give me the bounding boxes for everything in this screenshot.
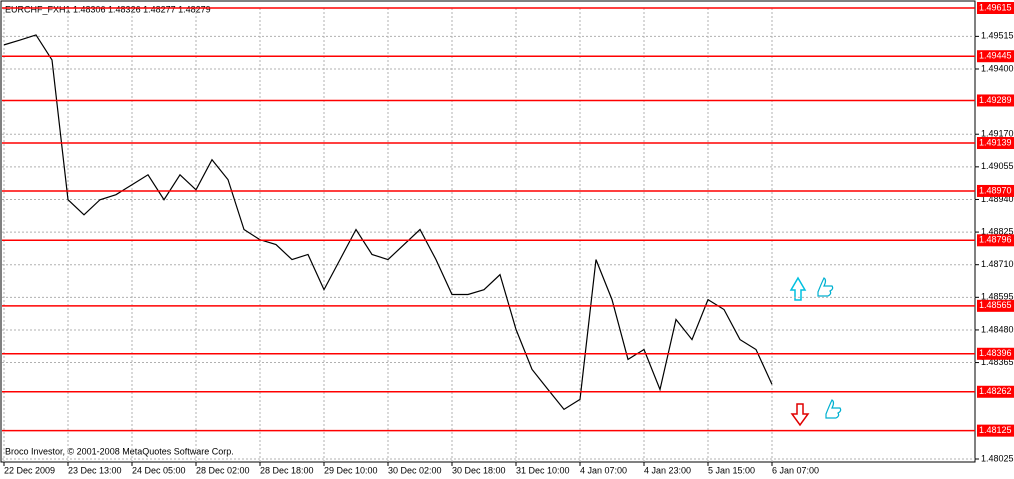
y-tick-label: 1.49055: [981, 161, 1014, 171]
y-tick-label: 1.48825: [981, 226, 1014, 236]
x-tick-label: 4 Jan 23:00: [644, 465, 691, 475]
level-label: 1.49615: [979, 2, 1012, 12]
level-box: [977, 137, 1014, 150]
level-label: 1.49289: [979, 95, 1012, 105]
level-label: 1.48262: [979, 386, 1012, 396]
price-line: [3, 34, 773, 411]
level-label: 1.48970: [979, 185, 1012, 195]
level-box: [977, 184, 1014, 197]
x-tick-label: 23 Dec 13:00: [68, 465, 122, 475]
thumb-up-icon: [817, 277, 834, 297]
y-tick-label: 1.48595: [981, 292, 1014, 302]
x-tick-label: 4 Jan 07:00: [580, 465, 627, 475]
y-tick-label: 1.48365: [981, 357, 1014, 367]
level-label: 1.48796: [979, 235, 1012, 245]
level-label: 1.49139: [979, 137, 1012, 147]
x-tick-label: 5 Jan 15:00: [708, 465, 755, 475]
level-box: [977, 94, 1014, 107]
level-box: [977, 234, 1014, 247]
y-tick-label: 1.49400: [981, 63, 1014, 73]
y-tick-label: 1.49515: [981, 31, 1014, 41]
thumb-icon: [825, 399, 842, 419]
level-label: 1.48565: [979, 300, 1012, 310]
x-tick-label: 30 Dec 02:00: [388, 465, 442, 475]
level-box: [977, 385, 1014, 398]
x-tick-label: 31 Dec 10:00: [516, 465, 570, 475]
footer: Broco Investor, © 2001-2008 MetaQuotes S…: [5, 446, 234, 456]
x-tick-label: 24 Dec 05:00: [132, 465, 186, 475]
y-tick-label: 1.49170: [981, 129, 1014, 139]
x-tick-label: 30 Dec 18:00: [452, 465, 506, 475]
chart-title: EURCHF_FXH1 1.48306 1.48326 1.48277 1.48…: [5, 4, 211, 14]
level-box: [977, 2, 1014, 14]
up-arrow: [789, 276, 807, 301]
x-tick-label: 28 Dec 02:00: [196, 465, 250, 475]
level-label: 1.49445: [979, 51, 1012, 61]
plot-frame: [0, 0, 976, 463]
y-tick-label: 1.48025: [981, 453, 1014, 463]
level-box: [977, 424, 1014, 437]
y-tick-label: 1.48940: [981, 194, 1014, 204]
level-box: [977, 299, 1014, 312]
x-tick-label: 28 Dec 18:00: [260, 465, 314, 475]
y-tick-label: 1.48710: [981, 259, 1014, 269]
x-tick-label: 22 Dec 2009: [4, 465, 55, 475]
x-tick-label: 6 Jan 07:00: [772, 465, 819, 475]
level-label: 1.48396: [979, 348, 1012, 358]
level-box: [977, 50, 1014, 63]
down-arrow: [790, 403, 810, 427]
level-box: [977, 347, 1014, 360]
level-label: 1.48125: [979, 425, 1012, 435]
y-tick-label: 1.48480: [981, 324, 1014, 334]
x-tick-label: 29 Dec 10:00: [324, 465, 378, 475]
